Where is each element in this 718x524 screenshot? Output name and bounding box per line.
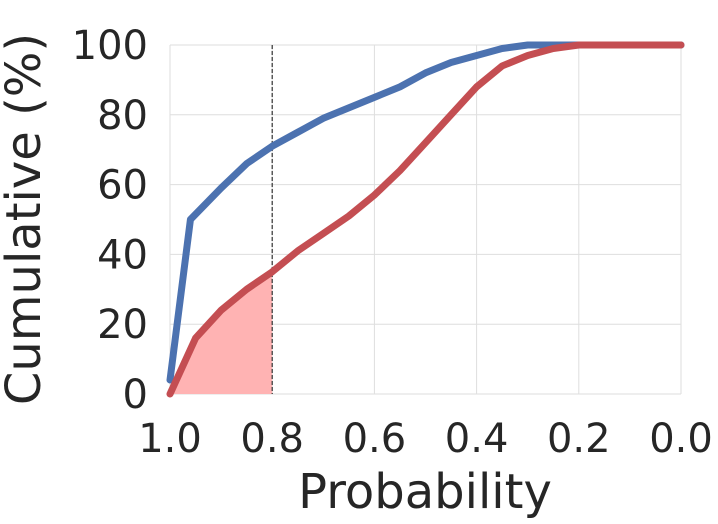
y-tick-label: 100 [72, 23, 148, 69]
series-group [166, 41, 685, 398]
y-tick-labels: 0 20 40 60 80 100 [72, 23, 148, 418]
x-tick-label: 0.0 [649, 416, 713, 462]
x-axis-label: Probability [298, 464, 552, 520]
x-tick-label: 0.8 [240, 416, 304, 462]
series-line-2 [166, 41, 685, 398]
shaded-area [170, 271, 273, 394]
x-tick-label: 1.0 [138, 416, 202, 462]
y-tick-label: 60 [97, 163, 148, 209]
y-tick-label: 0 [123, 372, 148, 418]
x-tick-labels: 1.0 0.8 0.6 0.4 0.2 0.0 [138, 416, 713, 462]
x-tick-label: 0.6 [343, 416, 407, 462]
y-axis-label: Cumulative (%) [0, 33, 52, 405]
y-tick-label: 40 [97, 232, 148, 278]
x-tick-label: 0.2 [547, 416, 611, 462]
x-tick-label: 0.4 [445, 416, 509, 462]
y-tick-label: 20 [97, 302, 148, 348]
y-tick-label: 80 [97, 93, 148, 139]
